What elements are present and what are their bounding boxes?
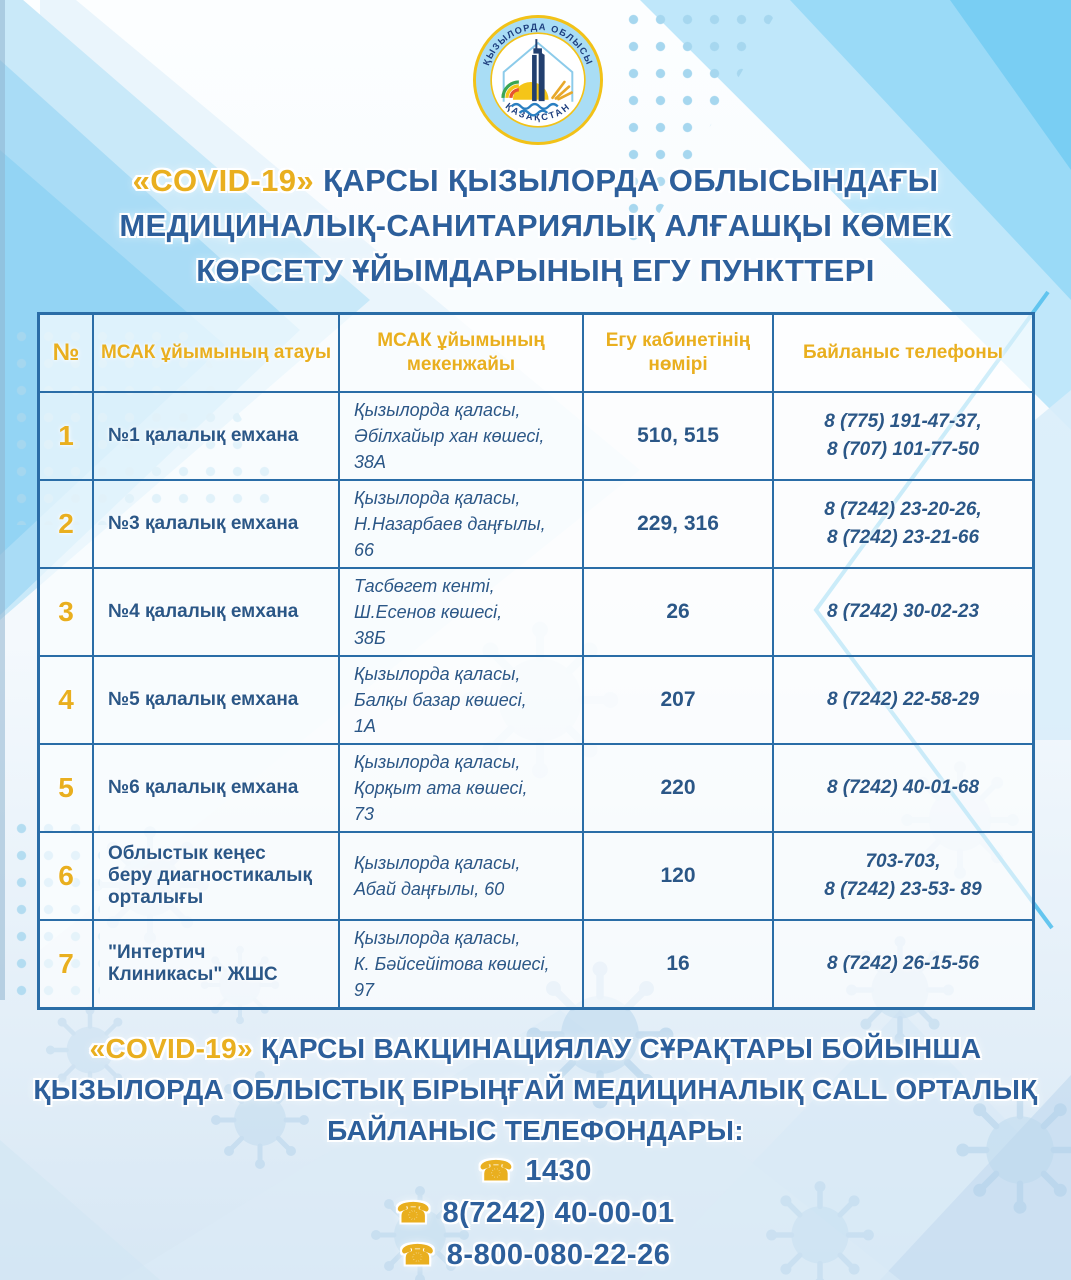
callcenter-line3: БАЙЛАНЫС ТЕЛЕФОНДАРЫ: [327,1115,744,1146]
org-name: №5 қалалық емхана [94,657,340,743]
org-name: №6 қалалық емхана [94,745,340,831]
contact-phone: 8 (7242) 40-01-68 [774,745,1032,831]
phone-number: 8-800-080-22-26 [446,1239,671,1271]
phone-icon: ☎ [400,1240,435,1270]
contact-phone: 8 (7242) 30-02-23 [774,569,1032,655]
row-number: 2 [40,481,94,567]
contact-phone: 8 (7242) 22-58-29 [774,657,1032,743]
emblem-center-art [501,39,574,117]
row-number: 5 [40,745,94,831]
column-header-room: Егу кабинетінің нөмірі [584,315,774,391]
org-address: Қызылорда қаласы, Балқы базар көшесі, 1А [340,657,584,743]
column-header-org-name: МСАК ұйымының атауы [94,315,340,391]
phone-number: 1430 [525,1155,592,1187]
contact-phone: 8 (775) 191-47-37, 8 (707) 101-77-50 [774,393,1032,479]
table-row: 4 №5 қалалық емхана Қызылорда қаласы, Ба… [40,655,1032,743]
row-number: 7 [40,921,94,1007]
table-row: 3 №4 қалалық емхана Тасбөгет кенті, Ш.Ес… [40,567,1032,655]
contact-phone: 703-703, 8 (7242) 23-53- 89 [774,833,1032,919]
room-number: 229, 316 [584,481,774,567]
phone-icon: ☎ [396,1198,431,1228]
callcenter-line1-rest: ҚАРСЫ ВАКЦИНАЦИЯЛАУ СҰРАҚТАРЫ БОЙЫНША [252,1033,982,1064]
column-header-phone: Байланыс телефоны [774,315,1032,391]
org-address: Қызылорда қаласы, Әбілхайыр хан көшесі, … [340,393,584,479]
dots-pattern-bottom-left [8,815,100,1007]
room-number: 120 [584,833,774,919]
table-row: 2 №3 қалалық емхана Қызылорда қаласы, Н.… [40,479,1032,567]
page-title: «COVID-19» ҚАРСЫ ҚЫЗЫЛОРДА ОБЛЫСЫНДАҒЫ М… [0,158,1071,293]
phone-number: 8(7242) 40-00-01 [442,1197,675,1229]
row-number: 6 [40,833,94,919]
column-header-org-address: МСАК ұйымының мекенжайы [340,315,584,391]
callcenter-line1: «COVID-19» ҚАРСЫ ВАКЦИНАЦИЯЛАУ СҰРАҚТАРЫ… [0,1028,1071,1069]
phone-line: ☎ 8(7242) 40-00-01 [0,1192,1071,1234]
phone-icon: ☎ [479,1156,514,1186]
org-address: Қызылорда қаласы, К. Бәйсейітова көшесі,… [340,921,584,1007]
callcenter-title: «COVID-19» ҚАРСЫ ВАКЦИНАЦИЯЛАУ СҰРАҚТАРЫ… [0,1028,1071,1151]
row-number: 3 [40,569,94,655]
row-number: 4 [40,657,94,743]
row-number: 1 [40,393,94,479]
room-number: 16 [584,921,774,1007]
org-address: Қызылорда қаласы, Абай даңғылы, 60 [340,833,584,919]
kyzylorda-oblast-emblem: ҚЫЗЫЛОРДА ОБЛЫСЫ ҚАЗАҚСТАН [472,14,604,146]
title-line1-rest: ҚАРСЫ ҚЫЗЫЛОРДА ОБЛЫСЫНДАҒЫ [314,163,939,198]
room-number: 207 [584,657,774,743]
column-header-number: № [40,315,94,391]
org-name: "Интертич Клиникасы" ЖШС [94,921,340,1007]
table-header-row: № МСАК ұйымының атауы МСАК ұйымының меке… [40,315,1032,391]
contact-phone: 8 (7242) 23-20-26, 8 (7242) 23-21-66 [774,481,1032,567]
title-line1: «COVID-19» ҚАРСЫ ҚЫЗЫЛОРДА ОБЛЫСЫНДАҒЫ [0,158,1071,203]
org-address: Қызылорда қаласы, Н.Назарбаев даңғылы, 6… [340,481,584,567]
callcenter-covid-highlight: «COVID-19» [89,1033,253,1064]
callcenter-line2: ҚЫЗЫЛОРДА ОБЛЫСТЫҚ БІРЫҢҒАЙ МЕДИЦИНАЛЫҚ … [33,1074,1038,1105]
table-row: 5 №6 қалалық емхана Қызылорда қаласы, Қо… [40,743,1032,831]
org-address: Тасбөгет кенті, Ш.Есенов көшесі, 38Б [340,569,584,655]
phone-line: ☎ 8-800-080-22-26 [0,1234,1071,1276]
title-covid-highlight: «COVID-19» [132,163,315,198]
vaccination-points-table: № МСАК ұйымының атауы МСАК ұйымының меке… [37,312,1035,1010]
phone-list: ☎ 1430 ☎ 8(7242) 40-00-01 ☎ 8-800-080-22-26 [0,1150,1071,1276]
org-name: №1 қалалық емхана [94,393,340,479]
table-body: 1 №1 қалалық емхана Қызылорда қаласы, Әб… [40,391,1032,1007]
title-line3: КӨРСЕТУ ҰЙЫМДАРЫНЫҢ ЕГУ ПУНКТТЕРІ [196,253,875,288]
org-name: №4 қалалық емхана [94,569,340,655]
org-name: Облыстык кеңес беру диагностикалық ортал… [94,833,340,919]
room-number: 510, 515 [584,393,774,479]
table-row: 6 Облыстык кеңес беру диагностикалық орт… [40,831,1032,919]
title-line2: МЕДИЦИНАЛЫҚ-САНИТАРИЯЛЫҚ АЛҒАШҚЫ КӨМЕК [119,208,952,243]
room-number: 26 [584,569,774,655]
org-name: №3 қалалық емхана [94,481,340,567]
table-row: 1 №1 қалалық емхана Қызылорда қаласы, Әб… [40,391,1032,479]
room-number: 220 [584,745,774,831]
contact-phone: 8 (7242) 26-15-56 [774,921,1032,1007]
table-row: 7 "Интертич Клиникасы" ЖШС Қызылорда қал… [40,919,1032,1007]
phone-line: ☎ 1430 [0,1150,1071,1192]
org-address: Қызылорда қаласы, Қорқыт ата көшесі, 73 [340,745,584,831]
